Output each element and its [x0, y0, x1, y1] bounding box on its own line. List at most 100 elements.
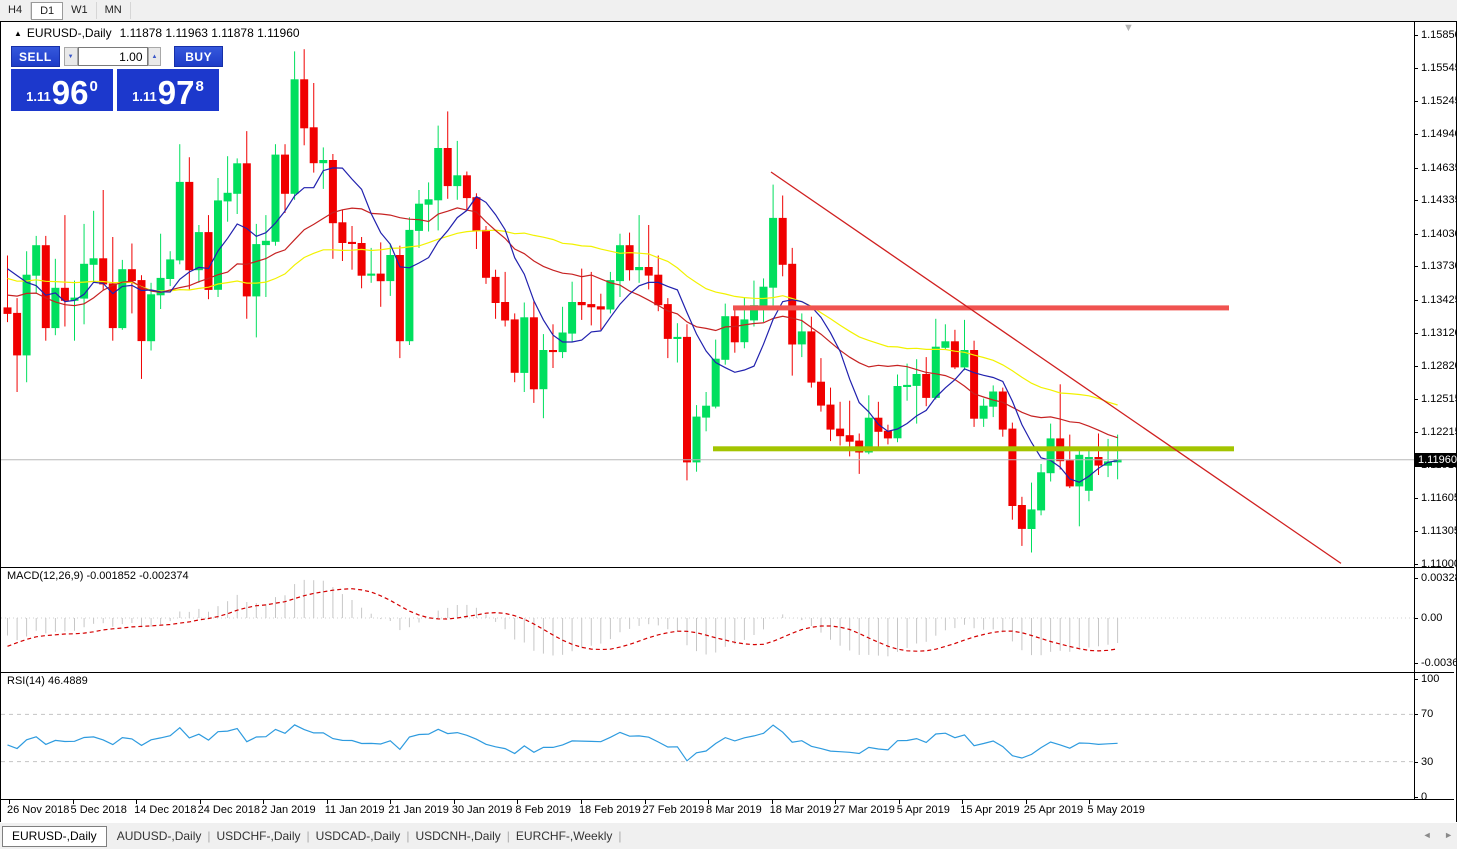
- rsi-axis-label: 0: [1421, 791, 1428, 803]
- time-axis-tick: [9, 800, 10, 804]
- time-axis-label: 27 Mar 2019: [833, 804, 895, 816]
- rsi-axis-label: 70: [1421, 708, 1434, 721]
- time-axis-label: 8 Feb 2019: [515, 804, 572, 816]
- chart-shift-marker-icon[interactable]: ▼: [1123, 22, 1134, 34]
- price-axis-label: 1.11605: [1421, 492, 1457, 505]
- main-chart-svg[interactable]: [1, 22, 1414, 567]
- time-axis-tick: [199, 800, 201, 804]
- volume-decrease-button[interactable]: ▼: [63, 47, 78, 66]
- sell-price-sup: 0: [89, 78, 98, 95]
- price-axis-tick: [1414, 266, 1418, 268]
- price-axis-tick: [1414, 101, 1418, 103]
- current-price-badge: 1.11960: [1415, 452, 1457, 467]
- price-axis-label: 1.12820: [1421, 359, 1457, 372]
- tab-separator: |: [406, 829, 410, 843]
- price-axis-tick: [1414, 564, 1418, 566]
- chart-tab-usdcnh-daily[interactable]: USDCNH-,Daily: [415, 829, 501, 843]
- price-axis-label: 1.11000: [1421, 558, 1457, 571]
- tab-items: EURUSD-,Daily AUDUSD-,Daily | USDCHF-,Daily…: [2, 825, 622, 847]
- time-axis-label: 5 May 2019: [1087, 804, 1145, 816]
- time-axis-label: 5 Dec 2018: [70, 804, 127, 816]
- tab-scroll-right-button[interactable]: ►: [1444, 830, 1453, 840]
- rsi-axis-label: 100: [1421, 673, 1440, 685]
- price-axis-tick: [1414, 134, 1418, 136]
- timeframe-button-w1[interactable]: W1: [63, 2, 97, 19]
- chart-tab-audusd-daily[interactable]: AUDUSD-,Daily: [116, 829, 202, 843]
- tab-scroll-arrows: ◄ ►: [1413, 830, 1453, 840]
- symbol-marker-icon: ▲: [14, 29, 22, 38]
- price-axis-tick: [1414, 399, 1418, 401]
- time-axis-tick: [835, 800, 837, 804]
- chart-tab-eurusd-daily[interactable]: EURUSD-,Daily: [2, 825, 107, 847]
- buy-price-panel[interactable]: 1.11 97 8: [117, 69, 219, 111]
- price-axis-label: 1.12215: [1421, 425, 1457, 438]
- price-axis-label: 1.15850: [1421, 29, 1457, 41]
- sell-price-panel[interactable]: 1.11 96 0: [11, 69, 113, 111]
- timeframe-toolbar: H4 D1 W1 MN: [0, 0, 1457, 21]
- timeframe-button-h4[interactable]: H4: [0, 2, 32, 19]
- time-axis-tick: [453, 800, 455, 804]
- volume-input[interactable]: [77, 47, 148, 66]
- price-axis-tick: [1414, 431, 1418, 433]
- volume-increase-button[interactable]: ▲: [147, 47, 162, 66]
- trade-row-prices: 1.11 96 0 1.11 97 8: [11, 69, 223, 111]
- chart-title-ohlc: 1.11878 1.11963 1.11878 1.11960: [119, 26, 300, 40]
- time-axis-tick: [962, 800, 964, 804]
- price-axis-label: 1.13425: [1421, 293, 1457, 306]
- time-axis-label: 5 Apr 2019: [896, 804, 950, 816]
- rsi-indicator-label: RSI(14) 46.4889: [7, 675, 88, 687]
- time-axis-tick: [1025, 800, 1027, 804]
- sell-button[interactable]: SELL: [11, 46, 60, 67]
- sell-price-big: 96: [51, 74, 89, 111]
- tab-separator: |: [506, 829, 510, 843]
- macd-pane-separator: [1, 567, 1454, 568]
- rsi-axis-tick: [1414, 761, 1418, 763]
- chart-tab-usdcad-daily[interactable]: USDCAD-,Daily: [315, 829, 401, 843]
- time-axis-label: 15 Apr 2019: [960, 804, 1020, 816]
- price-axis-tick: [1414, 35, 1418, 36]
- tab-scroll-left-button[interactable]: ◄: [1422, 830, 1432, 840]
- timeframe-button-mn[interactable]: MN: [97, 2, 131, 19]
- time-axis-label: 2 Jan 2019: [261, 804, 316, 816]
- buy-price-prefix: 1.11: [132, 89, 157, 104]
- time-axis-tick: [898, 800, 900, 804]
- trade-row-top: SELL ▼ ▲ BUY: [11, 46, 223, 67]
- time-axis-tick: [771, 800, 773, 804]
- price-axis-tick: [1414, 498, 1418, 500]
- chart-tab-eurchf-weekly[interactable]: EURCHF-,Weekly: [515, 829, 613, 843]
- price-axis-tick: [1414, 365, 1418, 367]
- time-axis-label: 24 Dec 2018: [197, 804, 261, 816]
- rsi-axis-tick: [1414, 797, 1418, 798]
- time-axis-tick: [326, 800, 328, 804]
- time-axis-label: 27 Feb 2019: [642, 804, 705, 816]
- rsi-svg[interactable]: [1, 673, 1414, 799]
- price-axis-label: 1.13120: [1421, 327, 1457, 340]
- macd-axis-label: -0.003659: [1421, 656, 1457, 669]
- buy-price-big: 97: [157, 74, 195, 111]
- time-axis-tick: [263, 800, 265, 804]
- time-axis-tick: [517, 800, 519, 804]
- rsi-axis-tick: [1414, 714, 1418, 716]
- chart-title: ▲ EURUSD-,Daily 1.11878 1.11963 1.11878 1.…: [14, 26, 300, 40]
- macd-axis-tick: [1414, 662, 1418, 664]
- macd-svg[interactable]: [1, 568, 1414, 672]
- price-axis-label: 1.12515: [1421, 393, 1457, 406]
- price-axis-label: 1.13730: [1421, 260, 1457, 273]
- chart-tab-usdchf-daily[interactable]: USDCHF-,Daily: [216, 829, 301, 843]
- buy-price-sup: 8: [195, 78, 204, 95]
- chart-tab-bar: EURUSD-,Daily AUDUSD-,Daily | USDCHF-,Daily…: [0, 823, 1457, 849]
- tab-separator: |: [618, 829, 622, 843]
- timeframe-button-d1[interactable]: D1: [31, 1, 64, 20]
- time-axis-tick: [644, 800, 646, 804]
- time-axis-label: 11 Jan 2019: [324, 804, 385, 816]
- price-axis-tick: [1414, 233, 1418, 235]
- price-axis-tick: [1414, 333, 1418, 335]
- tabbar-groove: [0, 822, 1457, 823]
- price-axis-border: [1414, 22, 1415, 799]
- price-axis-tick: [1414, 200, 1418, 202]
- buy-button[interactable]: BUY: [174, 46, 223, 67]
- time-axis-label: 21 Jan 2019: [388, 804, 449, 816]
- price-axis-tick: [1414, 167, 1418, 169]
